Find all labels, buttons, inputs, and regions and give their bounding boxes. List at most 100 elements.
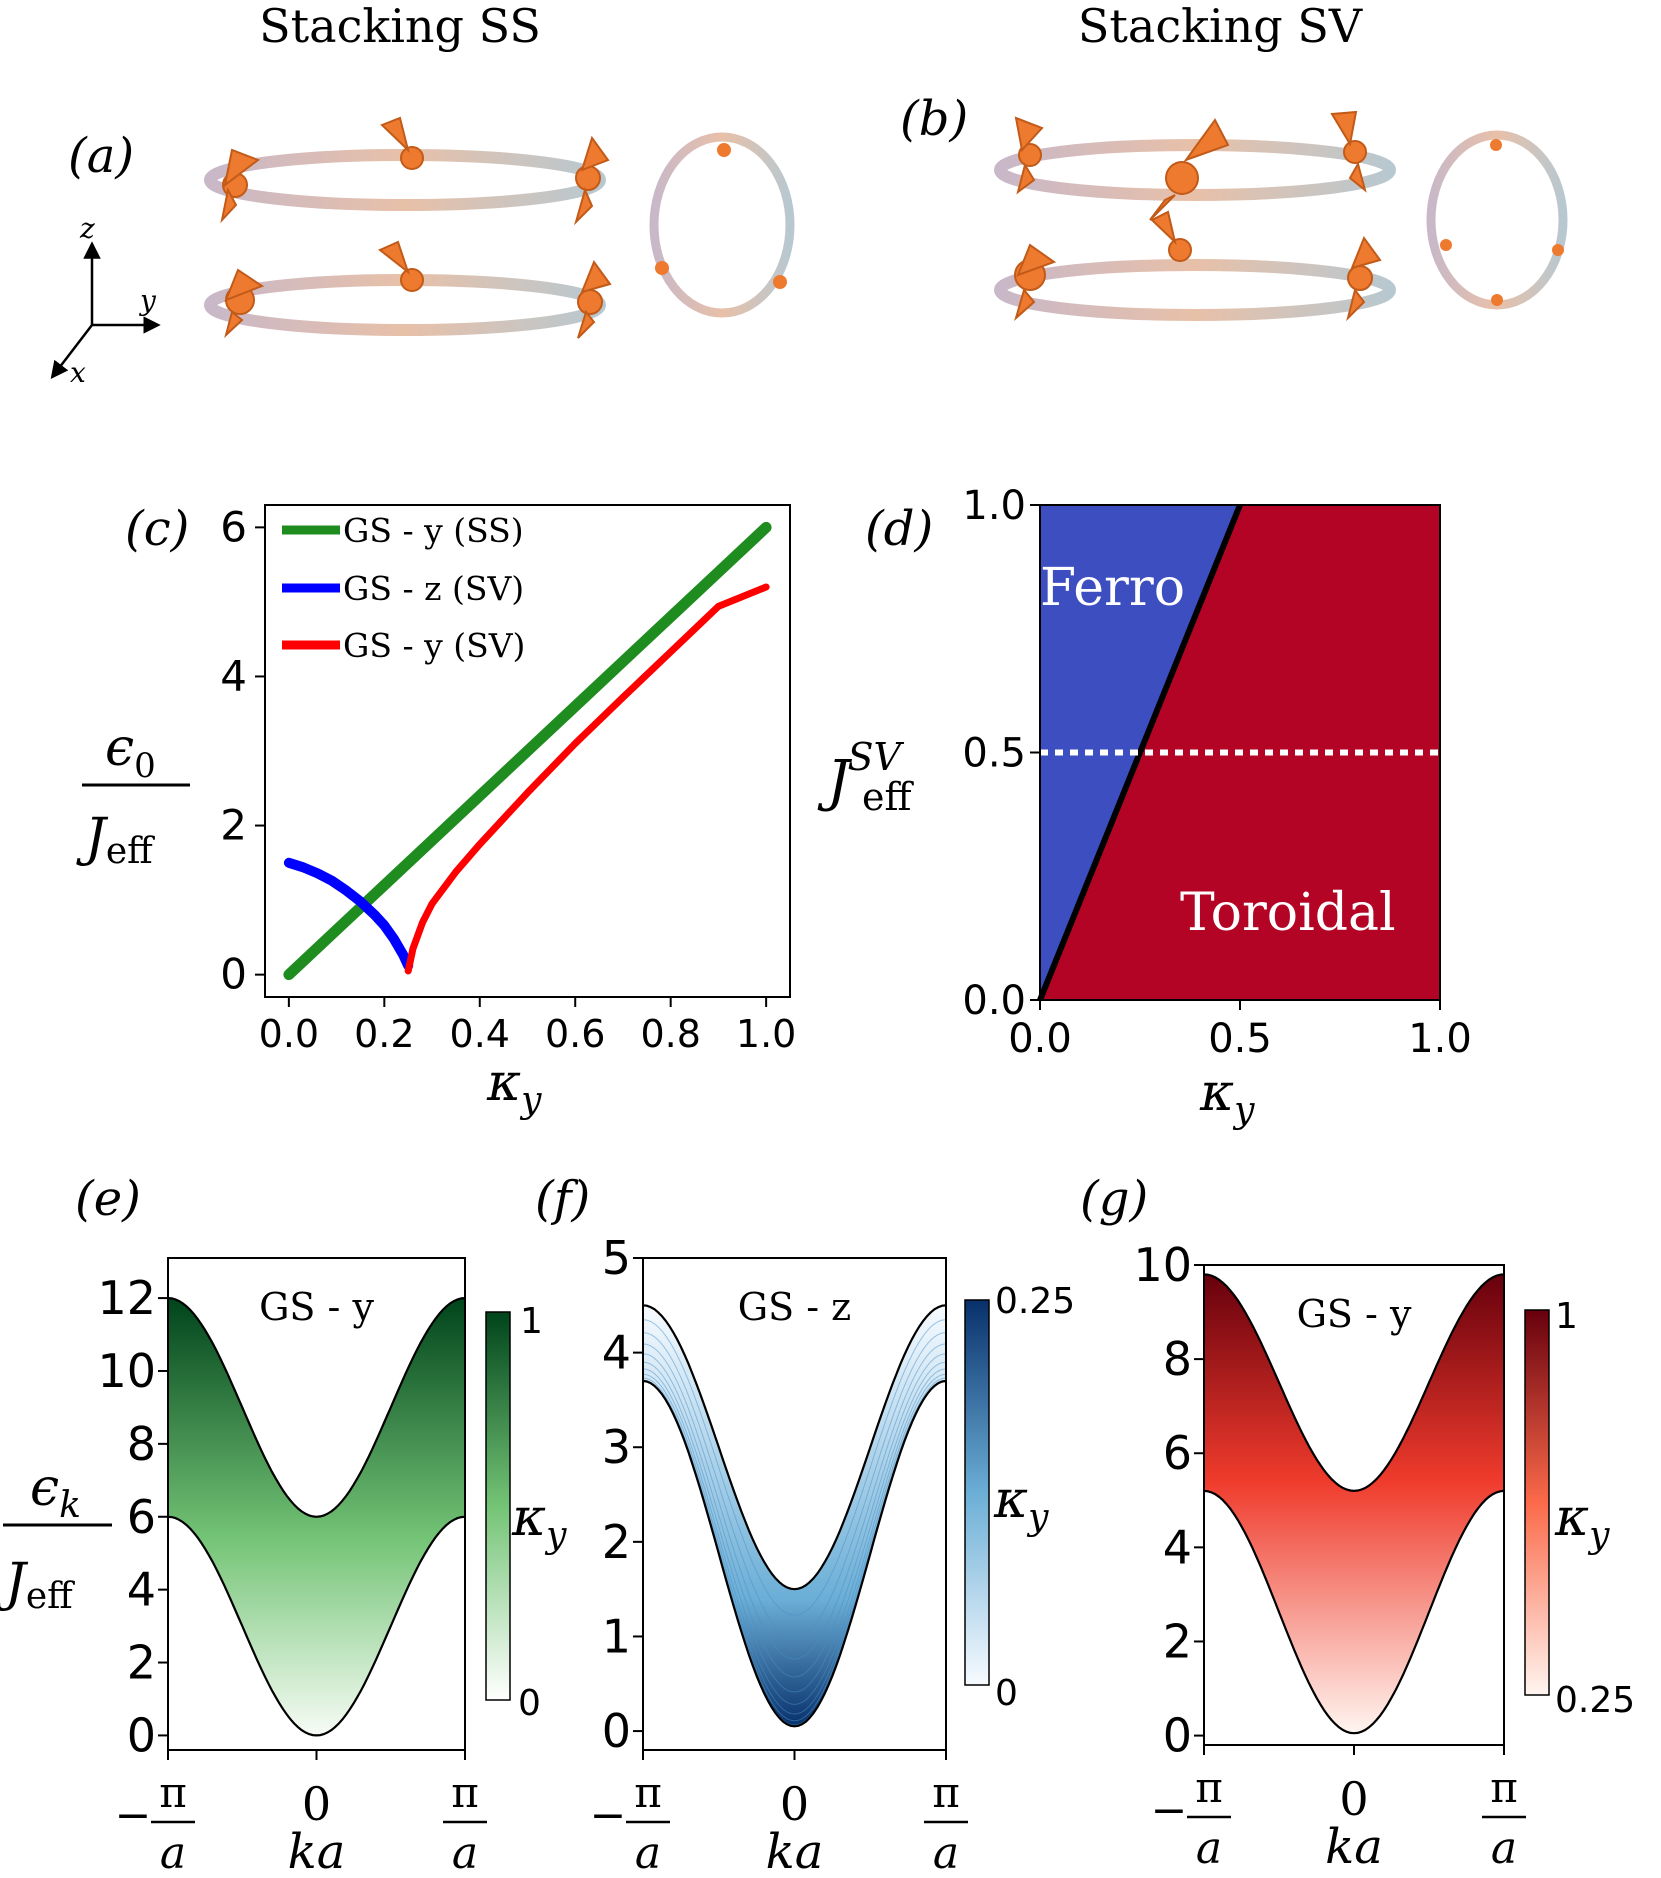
panel-label-b: (b) (900, 91, 968, 147)
chart-f-xtick-a: a (933, 1828, 959, 1878)
chart-g-xtick-fraction: πa (1482, 1763, 1526, 1874)
chart-c-series-2 (404, 583, 770, 975)
colorbar-e-label: κy (511, 1488, 567, 1556)
triad-x-label: x (70, 356, 86, 389)
colorbar-f: 0.25 0 κy (964, 1281, 1075, 1714)
chart-f-xtick-pi: π (634, 1768, 662, 1817)
chart-c-xlabel: κy (486, 1053, 542, 1121)
chart-f-xtick-pi: π (932, 1768, 960, 1817)
colorbar-e: 1 0 κy (485, 1301, 567, 1724)
chart-f-xtick-a: a (635, 1828, 661, 1878)
triad-y-label: y (138, 284, 157, 317)
panel-label-c: (c) (125, 501, 189, 557)
chart-e-title: GS - y (259, 1285, 374, 1329)
chart-d-xtick-label: 0.0 (1008, 1016, 1072, 1062)
ss-stack-illustration (204, 116, 795, 339)
chart-f-dispersion-line (642, 1319, 947, 1616)
chart-f-ytick-label: 5 (602, 1231, 631, 1285)
chart-c-xtick-label: 0.6 (545, 1012, 605, 1056)
chart-d-xtick-label: 0.5 (1208, 1016, 1272, 1062)
chart-c-ylabel: ϵ0 Jeff (76, 718, 190, 872)
chart-g-xtick-a: a (1196, 1823, 1222, 1874)
chart-c-xtick-label: 0.4 (450, 1012, 510, 1056)
chart-c-ylabel-num: ϵ0 (105, 718, 156, 786)
sv-bottom-ring (994, 259, 1396, 321)
chart-g-ytick-label: 2 (1163, 1614, 1192, 1668)
chart-e-ytick-label: 6 (127, 1490, 156, 1544)
legend-label-gs-z-sv: GS - z (SV) (343, 569, 524, 608)
chart-f-dispersion-line (642, 1361, 947, 1693)
sv-spin-arrows (1014, 110, 1382, 322)
triad-z-label: z (79, 212, 95, 245)
chart-g-xlabel: ka (1325, 1819, 1383, 1875)
chart-c-xtick-label: 0.8 (640, 1012, 700, 1056)
chart-e-xtick-a: a (160, 1828, 186, 1878)
chart-g-title: GS - y (1297, 1292, 1412, 1336)
panel-label-f: (f) (535, 1171, 590, 1227)
ss-top-view-ring (649, 132, 795, 318)
chart-f-dispersion-line (642, 1368, 947, 1705)
chart-e-xtick-label: 0 (302, 1777, 331, 1831)
chart-c-ytick-label: 4 (220, 651, 247, 700)
chart-f-dispersion-line (642, 1377, 947, 1722)
ss-spin-arrows (220, 116, 612, 339)
chart-c-xtick-label: 0.0 (259, 1012, 319, 1056)
colorbar-f-label: κy (993, 1470, 1049, 1538)
chart-g-upper-band-edge (1203, 1273, 1505, 1493)
chart-e-xtick-fraction: πa (443, 1768, 487, 1878)
chart-e-ytick-label: 10 (97, 1344, 156, 1398)
chart-d-ylabel: JSV (817, 735, 904, 814)
chart-g-band-fill (1204, 1274, 1504, 1734)
chart-e-ylabel-num: ϵk (30, 1458, 81, 1526)
chart-f-ytick-label: 2 (602, 1515, 631, 1569)
chart-e-xtick-a: a (452, 1828, 478, 1878)
region-label-toroidal: Toroidal (1180, 883, 1396, 943)
chart-e-ytick-label: 0 (127, 1708, 156, 1762)
chart-g-ytick-label: 0 (1163, 1709, 1192, 1763)
sv-top-ring (994, 139, 1396, 201)
chart-f-ytick-label: 0 (602, 1704, 631, 1758)
chart-d-ytick-label: 0.5 (962, 731, 1026, 777)
colorbar-f-max: 0.25 (995, 1281, 1075, 1322)
chart-e-lower-band-edge (167, 1515, 466, 1737)
chart-f-xtick-fraction: − πa (590, 1768, 670, 1878)
chart-e-xtick-minus: − (115, 1790, 152, 1841)
chart-e-ytick-label: 12 (97, 1271, 156, 1325)
chart-c: 0.0 0.2 0.4 0.6 0.8 1.0 0 2 4 6 GS - y (SS) GS - … (76, 502, 796, 1121)
heading-stacking-ss: Stacking SS (259, 0, 541, 53)
panel-label-e: (e) (75, 1171, 141, 1227)
chart-d-ytick-label: 0.0 (962, 978, 1026, 1024)
chart-d-xlabel: κy (1199, 1063, 1255, 1131)
chart-e-ylabel: ϵk Jeff (0, 1458, 112, 1617)
chart-c-series-1 (283, 857, 414, 971)
chart-f-ytick-label: 1 (602, 1609, 631, 1663)
panel-label-a: (a) (68, 128, 134, 184)
chart-f-upper-band-edge (642, 1304, 947, 1591)
colorbar-e-max: 1 (520, 1301, 543, 1342)
chart-f-lower-band-edge (642, 1379, 947, 1728)
chart-c-ytick-label: 2 (220, 801, 247, 850)
chart-f-band-fill (643, 1305, 946, 1727)
sv-top-view-ring (1426, 130, 1568, 310)
chart-g-xtick-minus: − (1151, 1785, 1188, 1836)
chart-e-ytick-label: 4 (127, 1563, 156, 1617)
chart-e-xtick-pi: π (159, 1768, 187, 1817)
colorbar-g: 1 0.25 κy (1524, 1296, 1635, 1721)
chart-g-xtick-pi: π (1490, 1763, 1518, 1812)
region-label-ferro: Ferro (1040, 558, 1185, 618)
chart-c-xtick-label: 1.0 (736, 1012, 796, 1056)
chart-f-dispersion-line (642, 1373, 947, 1715)
chart-c-xtick-label: 0.2 (354, 1012, 414, 1056)
chart-f-dispersion-line (642, 1353, 947, 1678)
chart-g-xtick-pi: π (1195, 1763, 1223, 1812)
colorbar-g-min: 0.25 (1555, 1680, 1635, 1721)
chart-f-dispersion-line (642, 1332, 947, 1640)
legend-label-gs-y-sv: GS - y (SV) (343, 626, 525, 665)
chart-g-ytick-label: 8 (1163, 1332, 1192, 1386)
chart-e-xtick-fraction: − πa (115, 1768, 195, 1878)
chart-g-xtick-fraction: − πa (1151, 1763, 1231, 1874)
chart-c-ytick-label: 0 (220, 950, 247, 999)
